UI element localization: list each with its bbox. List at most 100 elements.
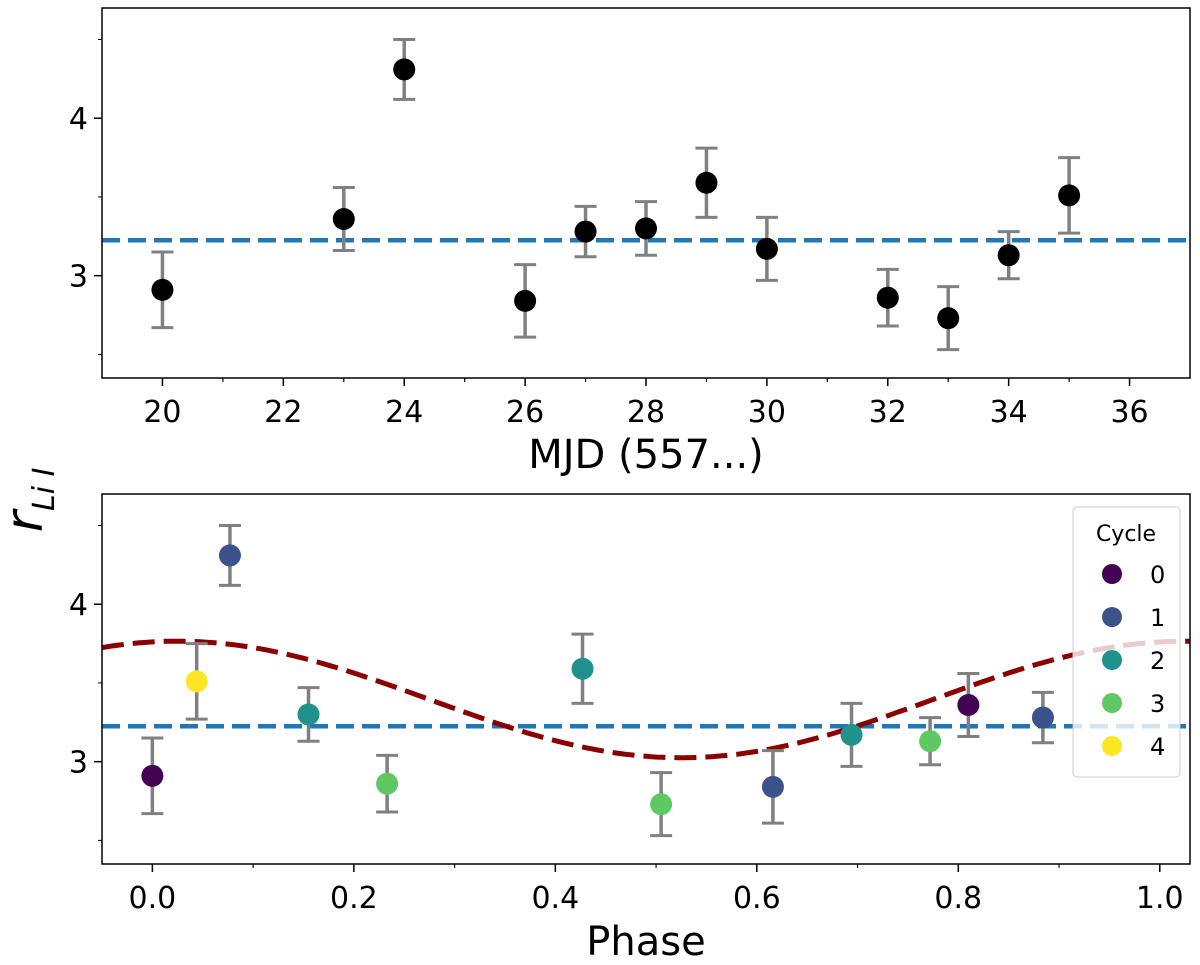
data-point xyxy=(957,671,980,738)
x-tick-label: 22 xyxy=(264,395,302,430)
legend-entry: 0 xyxy=(1102,561,1165,589)
legend-marker xyxy=(1102,650,1122,670)
legend-marker xyxy=(1102,693,1122,713)
data-point xyxy=(574,204,597,259)
point-marker xyxy=(840,723,863,746)
x-axis-ticks: 0.0 0.2 0.4 0.6 0.8 1.0 xyxy=(129,864,1184,916)
x-tick-label: 34 xyxy=(990,395,1028,430)
point-marker xyxy=(937,307,960,330)
sinusoid-fit-line xyxy=(102,638,1190,761)
data-point xyxy=(514,263,537,339)
y-label-main: r xyxy=(0,507,55,532)
point-marker xyxy=(151,278,174,301)
data-point xyxy=(393,37,416,101)
y-label-sub: Li I xyxy=(27,467,62,511)
legend: Cycle 0 1 2 3 4 xyxy=(1072,506,1181,778)
point-marker xyxy=(635,217,657,240)
y-tick-label: 3 xyxy=(69,260,88,295)
legend-entry: 3 xyxy=(1102,690,1165,718)
point-marker xyxy=(650,793,673,816)
y-axis-ticks: 34 xyxy=(69,524,102,841)
point-marker xyxy=(876,286,899,309)
x-axis-ticks: 20 22 24 26 28 30 32 34 36 xyxy=(143,378,1149,430)
x-tick-label: 28 xyxy=(627,395,665,430)
point-marker xyxy=(393,58,416,81)
point-marker xyxy=(218,544,241,567)
data-point xyxy=(695,146,718,219)
plot-frame xyxy=(101,7,1191,379)
point-marker xyxy=(514,289,537,312)
legend-label: 1 xyxy=(1150,604,1165,632)
legend-marker xyxy=(1102,607,1122,627)
point-marker xyxy=(761,775,784,798)
data-point xyxy=(937,285,960,352)
fit-curve xyxy=(102,638,1190,761)
x-axis-label: Phase xyxy=(586,919,705,965)
data-point xyxy=(876,267,899,328)
y-tick-label: 4 xyxy=(69,588,88,623)
data-point xyxy=(376,753,399,814)
point-marker xyxy=(957,693,980,716)
chart-panel-mjd: 20 22 24 26 28 30 32 34 36 34 MJD (557...) xyxy=(69,7,1191,478)
x-tick-label: 36 xyxy=(1110,395,1148,430)
point-marker xyxy=(997,244,1020,267)
point-marker xyxy=(755,237,778,260)
point-marker xyxy=(571,657,594,680)
point-marker xyxy=(695,171,718,194)
point-marker xyxy=(574,220,597,243)
legend-entry: 2 xyxy=(1102,647,1165,675)
x-tick-label: 0.0 xyxy=(129,881,177,916)
x-tick-label: 1.0 xyxy=(1136,881,1184,916)
data-point xyxy=(571,632,594,705)
y-axis-ticks: 34 xyxy=(69,38,102,355)
x-tick-label: 24 xyxy=(385,395,423,430)
x-tick-label: 0.6 xyxy=(733,881,781,916)
data-point xyxy=(141,736,164,816)
point-marker xyxy=(919,730,942,753)
legend-title: Cycle xyxy=(1096,522,1156,547)
legend-label: 4 xyxy=(1150,733,1165,761)
data-point xyxy=(297,686,320,743)
data-point xyxy=(1058,156,1081,235)
data-points xyxy=(141,523,1054,838)
point-marker xyxy=(332,207,355,230)
legend-label: 2 xyxy=(1150,647,1165,675)
data-point xyxy=(761,749,784,825)
data-points xyxy=(151,37,1081,352)
x-tick-label: 26 xyxy=(506,395,544,430)
legend-entry: 4 xyxy=(1102,733,1165,761)
x-tick-label: 20 xyxy=(143,395,181,430)
point-marker xyxy=(141,764,164,787)
x-tick-label: 0.8 xyxy=(934,881,982,916)
legend-label: 0 xyxy=(1150,561,1165,589)
data-point xyxy=(997,230,1020,281)
point-marker xyxy=(297,703,320,726)
x-tick-label: 0.4 xyxy=(531,881,579,916)
data-point xyxy=(635,200,657,257)
legend-marker xyxy=(1102,564,1122,584)
data-point xyxy=(218,523,241,587)
legend-frame xyxy=(1072,506,1181,778)
data-point xyxy=(151,250,174,330)
shared-y-axis-label: rLi I xyxy=(0,467,62,532)
data-point xyxy=(919,716,942,767)
point-marker xyxy=(1058,184,1081,207)
data-point xyxy=(650,771,673,838)
y-tick-label: 3 xyxy=(69,746,88,781)
data-point xyxy=(185,642,208,721)
point-marker xyxy=(1031,706,1054,729)
data-point xyxy=(1031,690,1054,745)
data-point xyxy=(840,701,863,768)
data-point xyxy=(332,185,355,252)
point-marker xyxy=(376,772,399,795)
legend-marker xyxy=(1102,736,1122,756)
data-point xyxy=(755,215,778,282)
plot-frame xyxy=(101,493,1191,865)
x-tick-label: 30 xyxy=(748,395,786,430)
x-axis-label: MJD (557...) xyxy=(528,432,764,478)
y-tick-label: 4 xyxy=(69,102,88,137)
point-marker xyxy=(185,670,208,693)
legend-label: 3 xyxy=(1150,690,1165,718)
